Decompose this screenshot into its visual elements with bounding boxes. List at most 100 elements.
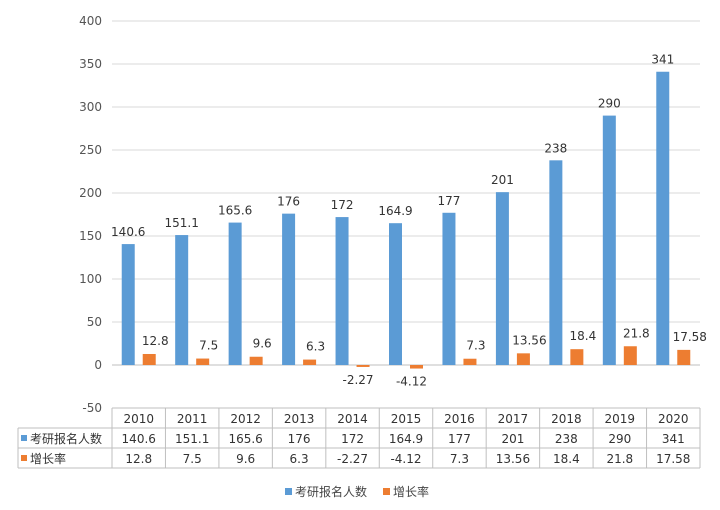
bar-series-1: [282, 213, 296, 365]
x-tick-label: 2012: [230, 412, 261, 426]
data-label-series-2: 17.58: [673, 330, 707, 344]
table-cell-series-2: 13.56: [496, 452, 530, 466]
legend-label-series-1: 考研报名人数: [295, 484, 367, 499]
table-cell-series-1: 165.6: [228, 432, 262, 446]
bar-series-1: [228, 222, 242, 365]
y-tick-label: 350: [79, 57, 102, 71]
bars: [121, 71, 691, 369]
y-tick-label: 300: [79, 100, 102, 114]
table-cell-series-1: 290: [608, 432, 631, 446]
table-cell-series-2: -4.12: [390, 452, 421, 466]
table-cell-series-1: 176: [288, 432, 311, 446]
data-label-series-1: 151.1: [165, 216, 199, 230]
table-cell-series-2: 9.6: [236, 452, 255, 466]
data-label-series-1: 176: [277, 195, 300, 209]
data-labels: 140.6 12.8 151.1 7.5 165.6 9.6 176 6.3 172 -2.27 1…: [111, 53, 707, 389]
bar-series-2: [303, 359, 317, 365]
x-tick-label: 2011: [177, 412, 208, 426]
table-cell-series-1: 151.1: [175, 432, 209, 446]
data-label-series-2: 6.3: [306, 340, 325, 354]
bar-series-2: [410, 365, 423, 369]
x-tick-label: 2016: [444, 412, 475, 426]
data-label-series-1: 140.6: [111, 225, 145, 239]
y-tick-label: 50: [87, 315, 102, 329]
y-tick-label: 150: [79, 229, 102, 243]
table-cell-series-2: 7.3: [450, 452, 469, 466]
table-row-header: 增长率: [30, 451, 66, 466]
data-label-series-2: 18.4: [570, 329, 597, 343]
legend-key-series-2: [383, 488, 390, 495]
legend-label-series-2: 增长率: [393, 484, 429, 499]
y-axis: -50 0 50 100 150 200 250 300 350 400: [79, 14, 102, 415]
legend: 考研报名人数 增长率: [285, 484, 429, 499]
table-legend-key: [21, 455, 27, 461]
x-tick-label: 2019: [605, 412, 636, 426]
bar-series-1: [602, 115, 616, 365]
table-cell-series-1: 341: [662, 432, 685, 446]
table-cell-series-1: 177: [448, 432, 471, 446]
data-label-series-2: 21.8: [623, 326, 650, 340]
x-tick-label: 2015: [391, 412, 422, 426]
table-row-header: 考研报名人数: [30, 431, 102, 446]
data-label-series-2: 7.3: [466, 339, 485, 353]
table-cell-series-1: 238: [555, 432, 578, 446]
bar-series-2: [677, 349, 691, 365]
x-tick-label: 2010: [123, 412, 154, 426]
table-cell-series-1: 164.9: [389, 432, 423, 446]
table-legend-key: [21, 435, 27, 441]
y-tick-label: 400: [79, 14, 102, 28]
bar-series-2: [142, 353, 156, 365]
data-label-series-1: 177: [438, 194, 461, 208]
data-label-series-1: 238: [544, 141, 567, 155]
table-cell-series-1: 140.6: [122, 432, 156, 446]
data-label-series-1: 201: [491, 173, 514, 187]
bar-series-2: [463, 358, 477, 365]
bar-series-1: [442, 212, 456, 365]
bar-series-2: [249, 356, 263, 365]
data-table: 2010 140.6 12.8 2011 151.1 7.5 2012 165.6 9.6 201…: [17, 407, 701, 469]
y-tick-label: 250: [79, 143, 102, 157]
bar-series-1: [121, 244, 135, 365]
data-label-series-2: 12.8: [142, 334, 169, 348]
legend-key-series-1: [285, 488, 292, 495]
bar-series-2: [623, 346, 637, 365]
table-cell-series-1: 172: [341, 432, 364, 446]
data-label-series-1: 164.9: [378, 204, 412, 218]
grid-lines: [112, 20, 700, 409]
table-cell-series-2: 6.3: [290, 452, 309, 466]
x-tick-label: 2020: [658, 412, 689, 426]
table-cell-series-2: -2.27: [337, 452, 368, 466]
data-label-series-2: 13.56: [512, 333, 546, 347]
bar-series-1: [175, 235, 189, 365]
data-label-series-1: 341: [651, 53, 674, 67]
bar-series-1: [656, 71, 670, 366]
data-label-series-2: 7.5: [199, 339, 218, 353]
table-cell-series-2: 21.8: [606, 452, 633, 466]
bar-series-1: [549, 160, 563, 365]
data-label-series-2: -4.12: [396, 375, 427, 389]
data-label-series-1: 290: [598, 97, 621, 111]
x-tick-label: 2018: [551, 412, 582, 426]
table-cell-series-2: 12.8: [125, 452, 152, 466]
data-label-series-2: 9.6: [253, 337, 272, 351]
bar-series-1: [335, 217, 349, 365]
table-cell-series-2: 7.5: [183, 452, 202, 466]
x-tick-label: 2014: [337, 412, 368, 426]
table-cell-series-1: 201: [501, 432, 524, 446]
x-tick-label: 2013: [284, 412, 315, 426]
y-tick-label: 200: [79, 186, 102, 200]
data-label-series-1: 172: [331, 198, 354, 212]
bar-series-1: [389, 223, 402, 365]
data-label-series-2: -2.27: [343, 373, 374, 387]
y-tick-label: 0: [94, 358, 102, 372]
bar-series-2: [516, 353, 530, 365]
x-tick-label: 2017: [498, 412, 529, 426]
data-label-series-1: 165.6: [218, 204, 252, 218]
y-tick-label: 100: [79, 272, 102, 286]
bar-series-2: [570, 349, 584, 365]
bar-series-2: [196, 358, 210, 365]
table-cell-series-2: 17.58: [656, 452, 690, 466]
bar-series-2: [356, 365, 370, 367]
y-tick-label: -50: [82, 401, 102, 415]
